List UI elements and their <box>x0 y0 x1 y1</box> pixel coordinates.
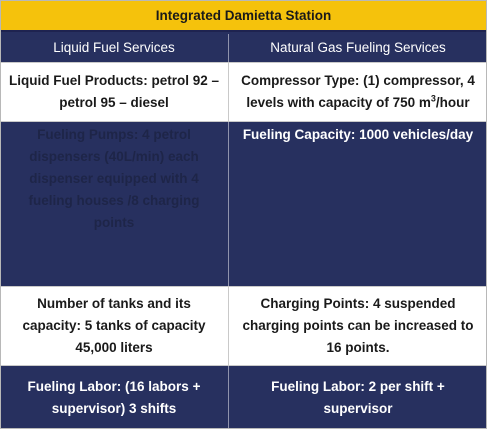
cell-text: Compressor Type: (1) compressor, 4 level… <box>237 70 479 114</box>
cell-text: Fueling Capacity: 1000 vehicles/day <box>242 127 474 142</box>
cell-fueling-pumps: Fueling Pumps: 4 petrol dispensers (40L/… <box>0 122 228 286</box>
cell-text: Fueling Labor: 2 per shift + supervisor <box>271 378 445 416</box>
table-header-row: Liquid Fuel Services Natural Gas Fueling… <box>0 34 487 62</box>
superscript: 3 <box>430 93 436 104</box>
cell-compressor-type: Compressor Type: (1) compressor, 4 level… <box>228 63 487 121</box>
cell-charging-points: Charging Points: 4 suspended charging po… <box>228 287 487 365</box>
compressor-text: Compressor Type: (1) compressor, 4 level… <box>241 73 475 110</box>
table-row: Liquid Fuel Products: petrol 92 – petrol… <box>0 62 487 122</box>
cell-text: Charging Points: 4 suspended charging po… <box>242 296 474 355</box>
cell-fueling-capacity: Fueling Capacity: 1000 vehicles/day <box>228 122 487 286</box>
header-natural-gas-fueling-services: Natural Gas Fueling Services <box>228 34 487 62</box>
compressor-unit: /hour <box>435 95 470 110</box>
table-row: Fueling Pumps: 4 petrol dispensers (40L/… <box>0 122 487 286</box>
cell-fueling-labor-gas: Fueling Labor: 2 per shift + supervisor <box>228 366 487 429</box>
table-row: Fueling Labor: (16 labors + supervisor) … <box>0 366 487 429</box>
cell-text: Liquid Fuel Products: petrol 92 – petrol… <box>8 73 220 110</box>
cell-fueling-labor-liquid: Fueling Labor: (16 labors + supervisor) … <box>0 366 228 429</box>
cell-number-of-tanks: Number of tanks and its capacity: 5 tank… <box>0 287 228 365</box>
table-title-row: Integrated Damietta Station <box>0 0 487 32</box>
table-title: Integrated Damietta Station <box>155 7 332 23</box>
cell-text: Fueling Pumps: 4 petrol dispensers (40L/… <box>28 127 200 230</box>
cell-text: Number of tanks and its capacity: 5 tank… <box>22 296 206 355</box>
table-row: Number of tanks and its capacity: 5 tank… <box>0 286 487 366</box>
cell-text: Fueling Labor: (16 labors + supervisor) … <box>27 378 201 416</box>
header-liquid-fuel-services: Liquid Fuel Services <box>53 40 175 55</box>
cell-liquid-fuel-products: Liquid Fuel Products: petrol 92 – petrol… <box>0 63 228 121</box>
